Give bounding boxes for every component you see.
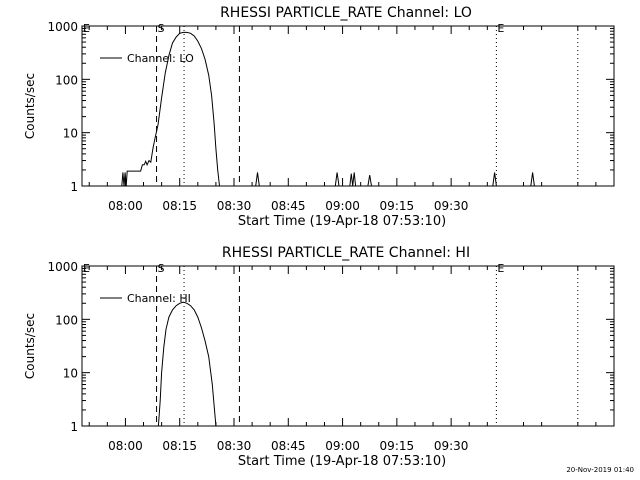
y-tick-label: 100 xyxy=(55,73,78,87)
y-tick-label: 1000 xyxy=(47,20,78,34)
y-axis-label: Counts/sec xyxy=(23,313,37,379)
footer-timestamp: 20-Nov-2019 01:40 xyxy=(566,466,634,474)
series-line-channel-lo xyxy=(121,31,535,187)
x-tick-label: 09:00 xyxy=(325,439,360,453)
chart-panel-2: RHESSI PARTICLE_RATE Channel: HI 08:00 08:… xyxy=(23,245,615,469)
chart-title: RHESSI PARTICLE_RATE Channel: LO xyxy=(220,5,472,21)
x-tick-label: 08:15 xyxy=(162,199,197,213)
y-tick-label: 10 xyxy=(63,367,78,381)
x-tick-label: 09:30 xyxy=(434,199,469,213)
y-tick-label: 10 xyxy=(63,127,78,141)
y-tick-label: 1 xyxy=(70,420,78,434)
x-tick-label: 09:30 xyxy=(434,439,469,453)
chart-title: RHESSI PARTICLE_RATE Channel: HI xyxy=(222,245,470,261)
x-tick-label: 08:45 xyxy=(271,439,306,453)
y-tick-label: 1 xyxy=(70,180,78,194)
chart-panel-1: RHESSI PARTICLE_RATE Channel: LO 08:00 08:… xyxy=(23,5,615,229)
plot-frame xyxy=(81,265,615,427)
legend-label: Channel: LO xyxy=(127,52,194,65)
y-tick-label: 1000 xyxy=(47,260,78,274)
corner-label-e: E xyxy=(83,22,90,35)
marker-label-e: E xyxy=(497,22,504,35)
x-tick-label: 08:30 xyxy=(217,439,252,453)
x-tick-label: 09:15 xyxy=(380,199,415,213)
y-axis-label: Counts/sec xyxy=(23,73,37,139)
marker-label-s: S xyxy=(158,22,165,35)
x-tick-label: 08:45 xyxy=(271,199,306,213)
marker-label-s: S xyxy=(158,262,165,275)
y-tick-label: 100 xyxy=(55,313,78,327)
x-tick-label: 08:00 xyxy=(108,199,143,213)
x-axis-label: Start Time (19-Apr-18 07:53:10) xyxy=(238,454,446,469)
legend-label: Channel: HI xyxy=(127,292,191,305)
x-tick-label: 09:15 xyxy=(380,439,415,453)
x-tick-label: 08:00 xyxy=(108,439,143,453)
marker-label-e: E xyxy=(497,262,504,275)
x-tick-label: 09:00 xyxy=(325,199,360,213)
x-axis-label: Start Time (19-Apr-18 07:53:10) xyxy=(238,214,446,229)
plot-frame xyxy=(81,25,615,187)
x-tick-label: 08:30 xyxy=(217,199,252,213)
series-line-channel-hi xyxy=(157,301,217,427)
x-tick-label: 08:15 xyxy=(162,439,197,453)
corner-label-e: E xyxy=(83,262,90,275)
